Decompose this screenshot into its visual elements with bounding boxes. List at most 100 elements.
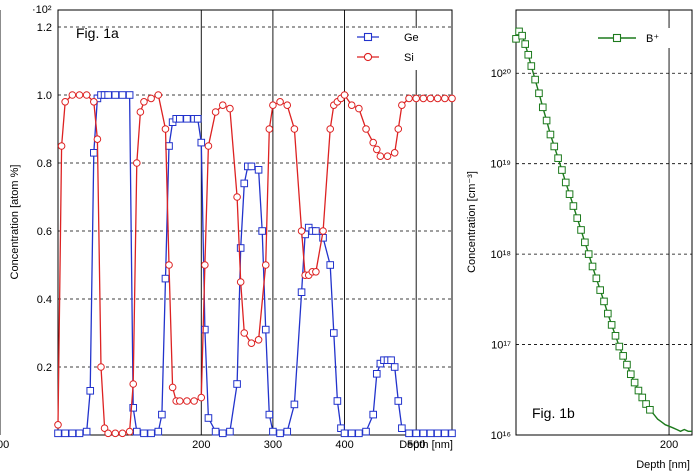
- data-point-ge: [111, 91, 120, 99]
- data-point-ge: [419, 429, 428, 438]
- data-point-si: [136, 108, 145, 116]
- data-point-b: [550, 142, 559, 151]
- data-point-si: [161, 125, 170, 133]
- data-point-si: [97, 363, 105, 371]
- y-tick-label: 0.2: [37, 362, 52, 374]
- data-point-si: [362, 125, 370, 133]
- data-point-si: [204, 142, 213, 150]
- panel-b-legend: B⁺: [594, 28, 670, 48]
- x-tick-label: 200: [192, 439, 210, 451]
- legend-label-ge: Ge: [404, 32, 419, 44]
- data-point-b: [634, 386, 643, 395]
- data-point-ge: [233, 380, 241, 388]
- panel-b-ylabel: Concentration [cm⁻³]: [466, 171, 478, 273]
- y-tick-label: 10²⁰: [491, 68, 512, 80]
- data-point-ge: [283, 427, 292, 436]
- data-point-b: [569, 202, 578, 210]
- x-tick-label: 300: [264, 439, 282, 451]
- data-point-ge: [448, 429, 456, 438]
- data-point-ge: [183, 115, 191, 123]
- data-point-b: [615, 342, 624, 351]
- data-point-ge: [165, 142, 173, 150]
- data-point-ge: [140, 429, 148, 438]
- data-point-si: [240, 329, 249, 337]
- data-point-si: [183, 397, 191, 405]
- panel-b-gridlines: [516, 10, 692, 435]
- data-point-ge: [319, 234, 327, 242]
- data-point-si: [297, 227, 306, 235]
- data-point-ge: [387, 356, 395, 364]
- data-point-ge: [340, 429, 349, 438]
- x-tick-label: 500: [407, 439, 425, 451]
- data-point-ge: [412, 429, 420, 438]
- data-point-ge: [362, 427, 370, 436]
- data-point-ge: [290, 400, 299, 409]
- data-point-b: [584, 250, 593, 258]
- data-point-ge: [426, 429, 435, 438]
- panel-a-plot-area: [57, 9, 453, 436]
- data-point-ge: [258, 227, 266, 235]
- data-point-ge: [118, 91, 127, 99]
- data-point-ge: [218, 429, 227, 438]
- data-point-b: [638, 393, 647, 402]
- data-point-ge: [104, 91, 112, 99]
- data-point-ge: [54, 429, 62, 438]
- data-point-b: [565, 190, 574, 198]
- panel-b-series: [512, 27, 692, 433]
- data-point-ge: [147, 429, 155, 438]
- data-point-si: [390, 149, 399, 157]
- y-tick-label: 10¹⁸: [490, 249, 511, 261]
- data-point-ge: [236, 244, 245, 252]
- data-point-b: [561, 178, 570, 187]
- data-point-si: [412, 94, 420, 103]
- data-point-ge: [201, 325, 209, 334]
- y-tick-label: 0.4: [37, 294, 52, 306]
- y-tick-label: 0.8: [37, 158, 52, 170]
- panel-b-tick-labels: 200 10¹⁶ 10¹⁷ 10¹⁸ 10¹⁹ 10²⁰: [490, 68, 678, 451]
- data-point-ge: [82, 427, 91, 436]
- y-tick-label: 10¹⁶: [491, 430, 511, 442]
- data-point-b: [538, 103, 547, 112]
- data-point-si: [369, 138, 378, 147]
- data-point-ge: [276, 429, 284, 438]
- data-point-ge: [68, 429, 77, 438]
- data-point-si: [433, 94, 442, 103]
- data-point-si: [383, 152, 392, 160]
- data-point-b: [535, 89, 543, 98]
- data-point-ge: [226, 427, 234, 436]
- data-point-si: [448, 94, 456, 103]
- data-point-ge: [355, 429, 363, 438]
- data-point-ge: [175, 115, 184, 123]
- data-point-ge: [398, 424, 406, 432]
- panel-b-plot-area: [515, 9, 693, 436]
- data-point-ge: [394, 397, 403, 405]
- panel-a-gridlines: [0, 10, 452, 435]
- data-point-si: [269, 101, 277, 109]
- data-point-ge: [254, 166, 263, 174]
- panel-a-tick-labels: 100 200 300 400 500 0.2 0.4 0.6 0.8 1.0 1.2: [0, 22, 425, 451]
- data-point-si: [236, 278, 245, 286]
- data-point-ge: [261, 325, 270, 334]
- panel-b: 200 10¹⁶ 10¹⁷ 10¹⁸ 10¹⁹ 10²⁰ Concentration [c…: [466, 9, 693, 471]
- data-point-si: [90, 98, 98, 106]
- data-point-b: [524, 50, 533, 59]
- data-point-si: [226, 104, 234, 113]
- data-point-ge: [204, 414, 213, 422]
- data-point-si: [154, 91, 163, 99]
- data-point-b: [512, 35, 520, 43]
- data-point-b: [611, 331, 620, 340]
- y-tick-label: 0.6: [37, 226, 52, 238]
- data-point-si: [419, 94, 428, 103]
- data-point-si: [319, 227, 327, 235]
- data-point-ge: [240, 179, 249, 188]
- data-point-ge: [265, 410, 274, 419]
- data-point-b: [588, 262, 597, 271]
- data-point-ge: [330, 329, 338, 337]
- data-point-si: [147, 94, 155, 103]
- data-point-b: [581, 238, 589, 247]
- panel-b-xlabel: Depth [nm]: [636, 459, 690, 471]
- data-point-si: [247, 339, 256, 348]
- data-point-b: [630, 378, 639, 387]
- data-point-b: [642, 400, 650, 408]
